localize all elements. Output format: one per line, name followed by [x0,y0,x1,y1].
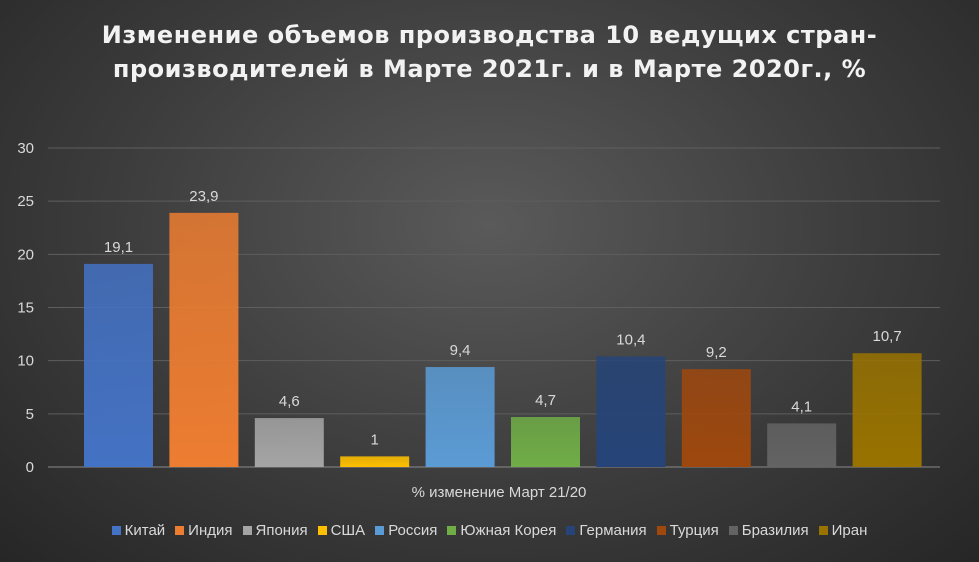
bar-2 [254,418,324,467]
legend-label: Индия [188,522,233,539]
y-tick-label: 0 [26,459,34,476]
data-label: 1 [371,431,379,448]
legend-item: Россия [375,522,437,539]
legend-swatch [818,526,828,535]
bar-1 [169,212,239,467]
legend-item: Китай [111,522,166,539]
data-label: 4,1 [791,398,812,415]
legend-label: Иран [831,522,868,539]
legend-label: Япония [255,522,308,539]
legend-item: США [317,522,366,539]
data-label: 9,4 [450,342,471,359]
data-label: 4,7 [535,392,556,409]
legend-label: Германия [579,522,647,539]
legend-item: Иран [818,522,868,539]
legend-swatch [242,526,252,535]
legend-item: Турция [656,522,719,539]
legend-item: Южная Корея [447,522,556,539]
data-label: 9,2 [706,344,727,361]
y-tick-label: 30 [17,140,34,157]
data-label: 23,9 [189,188,218,205]
x-axis-label: % изменение Март 21/20 [412,484,587,501]
legend-swatch [317,526,327,535]
legend-label: Бразилия [741,522,809,539]
legend-swatch [728,526,738,535]
legend-label: Китай [124,522,166,539]
y-tick-label: 25 [17,193,34,210]
legend-swatch [447,526,457,535]
data-label: 4,6 [279,393,300,410]
legend-item: Япония [242,522,308,539]
legend-swatch [111,526,121,535]
legend-label: Турция [669,522,719,539]
bar-6 [596,356,666,467]
bar-8 [767,423,837,467]
legend-swatch [375,526,385,535]
bar-5 [511,417,580,467]
legend-item: Индия [175,522,233,539]
legend: Китай Индия Япония США Россия Южная Корея Герм… [0,522,979,539]
y-tick-label: 20 [17,246,34,263]
y-tick-label: 10 [17,353,34,370]
y-tick-label: 5 [26,406,34,423]
bar-4 [425,367,495,467]
legend-swatch [175,526,185,535]
y-tick-label: 15 [17,300,34,317]
legend-swatch [566,526,576,535]
legend-swatch [656,526,666,535]
legend-label: Россия [388,522,438,539]
data-label: 10,7 [872,328,901,345]
bar-0 [84,263,153,467]
chart-title: Изменение объемов производства 10 ведущи… [101,21,878,83]
data-label: 10,4 [616,331,645,348]
legend-label: США [330,522,366,539]
bar-9 [852,353,922,467]
legend-item: Бразилия [728,522,809,539]
bar-7 [681,369,751,467]
data-label: 19,1 [104,239,133,256]
bar-3 [340,456,410,467]
legend-label: Южная Корея [460,522,557,539]
legend-item: Германия [566,522,647,539]
